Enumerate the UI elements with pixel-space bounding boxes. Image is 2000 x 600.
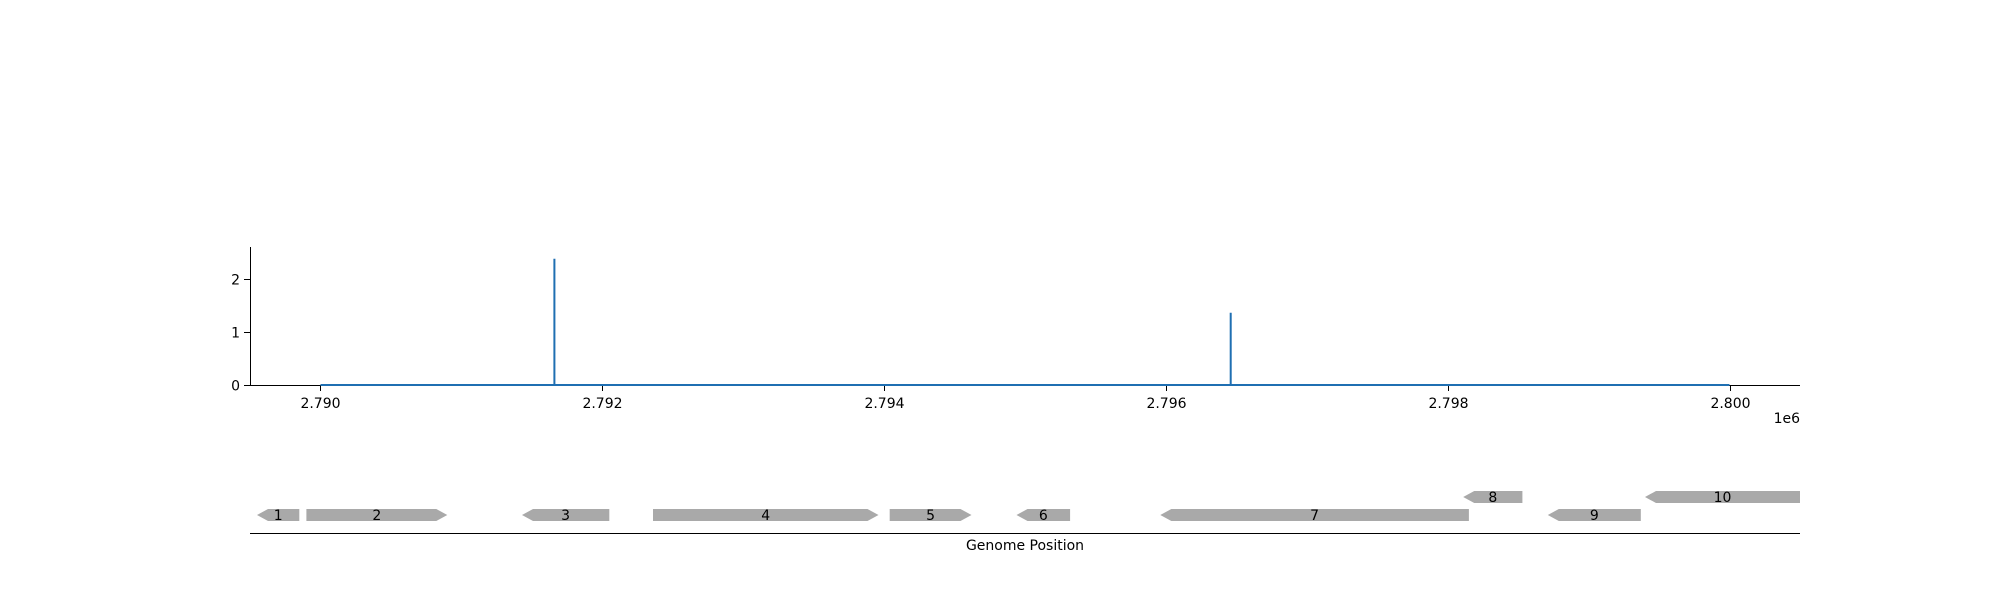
gene-label-2: 2 (372, 508, 381, 524)
x-tick-label: 2.790 (300, 396, 340, 412)
x-axis-label: Genome Position (966, 538, 1084, 554)
x-tick-label: 2.798 (1428, 396, 1468, 412)
gene-label-8: 8 (1488, 490, 1497, 506)
x-tick-label: 2.792 (582, 396, 622, 412)
x-tick-label: 2.796 (1146, 396, 1186, 412)
gene-arrow-10 (1645, 491, 1800, 503)
gene-label-7: 7 (1310, 508, 1319, 524)
y-tick-label: 1 (231, 326, 240, 342)
gene-arrow-2 (306, 509, 448, 521)
gene-arrow-3 (522, 509, 610, 521)
gene-arrow-8 (1463, 491, 1523, 503)
gene-label-3: 3 (561, 508, 570, 524)
gene-arrows: 1 2 3 4 5 6 7 8 9 10 (257, 490, 1800, 524)
y-tick-label: 2 (231, 273, 240, 289)
gene-arrow-1 (257, 509, 300, 521)
gene-arrow-7 (1160, 509, 1469, 521)
gene-track: 1 2 3 4 5 6 7 8 9 10 Genome Position (250, 490, 1800, 554)
x-offset-label: 1e6 (1774, 411, 1801, 427)
x-tick-label: 2.800 (1710, 396, 1750, 412)
y-axis-ticks: 0 1 2 (231, 273, 250, 395)
series-line (320, 258, 1730, 386)
gene-label-9: 9 (1590, 508, 1599, 524)
gene-label-1: 1 (274, 508, 283, 524)
gene-label-4: 4 (761, 508, 770, 524)
gene-arrow-5 (889, 509, 972, 521)
y-tick-label: 0 (231, 379, 240, 395)
gene-label-5: 5 (926, 508, 935, 524)
gene-label-6: 6 (1039, 508, 1048, 524)
gene-arrow-6 (1016, 509, 1071, 521)
x-tick-label: 2.794 (864, 396, 904, 412)
x-axis-ticks: 2.790 2.792 2.794 2.796 2.798 2.800 (300, 385, 1751, 412)
gene-arrow-4 (653, 509, 879, 521)
coverage-plot: 0 1 2 2.790 2.792 2.794 2.796 2.798 2.800 1e6 (231, 247, 1800, 427)
gene-arrow-9 (1547, 509, 1641, 521)
gene-label-10: 10 (1714, 490, 1732, 506)
